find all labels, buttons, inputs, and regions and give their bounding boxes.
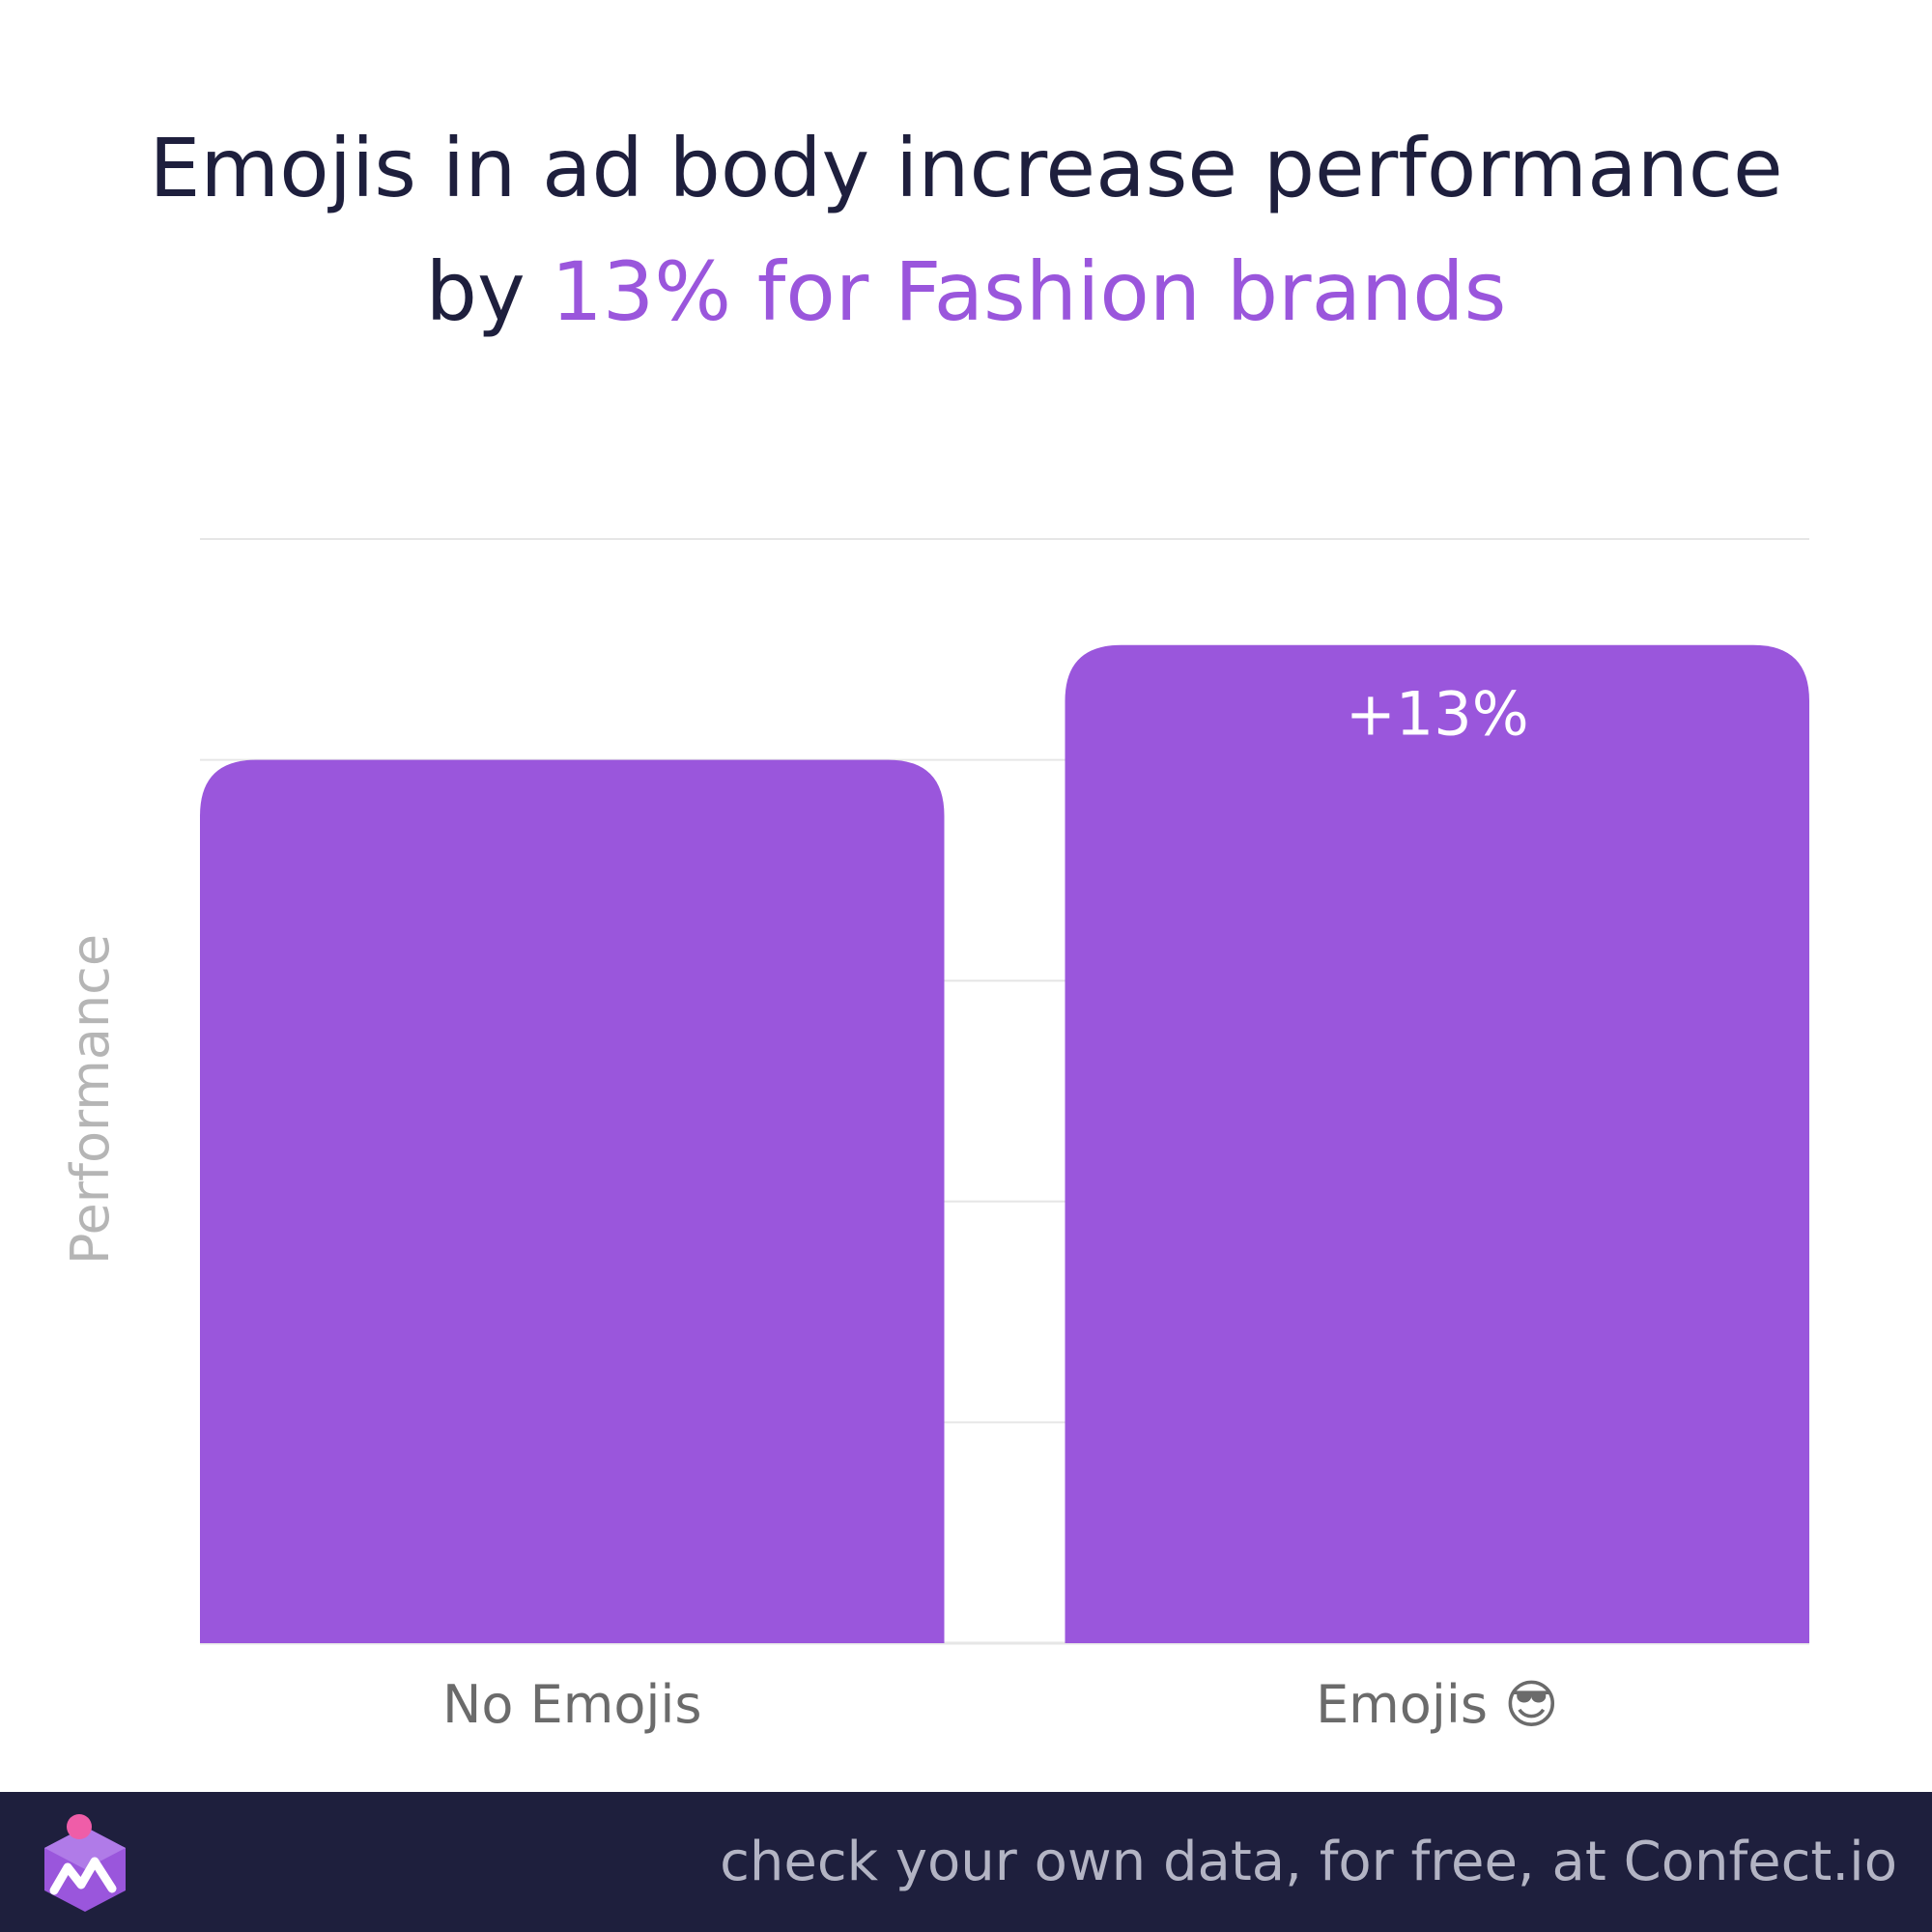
confect-logo-icon[interactable] [39,1813,131,1914]
bar-0[interactable] [200,759,945,1643]
footer-cta-text[interactable]: check your own data, for free, at Confec… [720,1831,1897,1893]
labels: No Emojis Emojis 😎 +13% [442,679,1558,1735]
bar-1[interactable] [1065,644,1810,1643]
x-tick-label-1: Emojis 😎 [1316,1674,1558,1735]
chart-title: Emojis in ad body increase performance b… [0,106,1932,354]
x-tick-label-0: No Emojis [442,1674,702,1735]
title-line-2-accent: 13% for Fashion brands [551,244,1507,339]
data-label-1: +13% [1346,679,1529,750]
y-axis-label: Performance [60,934,121,1264]
footer-banner: check your own data, for free, at Confec… [0,1792,1932,1932]
bars [200,644,1810,1643]
bar-chart: No Emojis Emojis 😎 +13% Performance [60,538,1810,1735]
title-line-1: Emojis in ad body increase performance [149,121,1783,215]
title-line-2-prefix: by [425,244,552,339]
